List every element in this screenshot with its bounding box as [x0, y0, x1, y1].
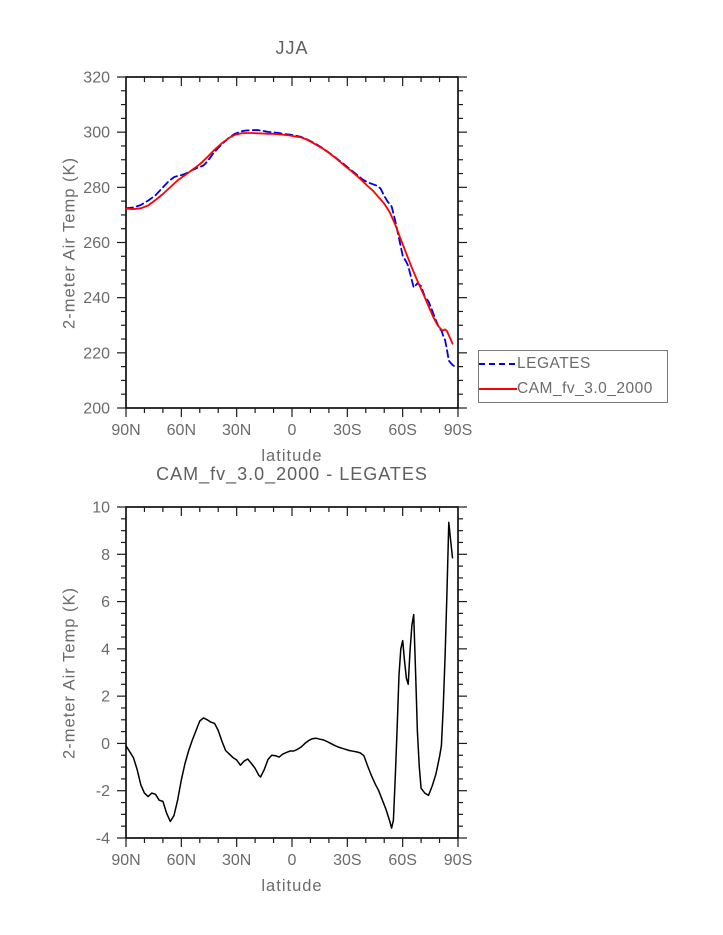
y-tick-label: -4 — [96, 831, 110, 848]
x-tick-label: 60N — [167, 422, 196, 439]
y-tick-label: 200 — [83, 401, 110, 418]
bottom-panel-x-axis-title: latitude — [261, 877, 323, 895]
x-tick-label: 60N — [167, 852, 196, 869]
x-tick-label: 60S — [388, 422, 416, 439]
y-tick-label: 4 — [101, 641, 110, 658]
x-tick-label: 30N — [222, 422, 251, 439]
y-tick-label: 8 — [101, 547, 110, 564]
y-tick-label: 240 — [83, 290, 110, 307]
y-tick-label: 300 — [83, 125, 110, 142]
x-tick-label: 0 — [288, 422, 297, 439]
bottom-panel-y-axis-title: 2-meter Air Temp (K) — [60, 587, 79, 759]
y-tick-label: 280 — [83, 180, 110, 197]
x-tick-label: 90N — [111, 422, 140, 439]
series-line-cam-fv-3-0-2000 — [125, 132, 454, 345]
cam-line-sample — [479, 388, 517, 390]
series-line-cam-fv-3-0-2000-legates — [125, 521, 454, 829]
y-tick-label: 10 — [92, 500, 110, 517]
top-panel-title: JJA — [275, 38, 309, 58]
y-tick-label: 320 — [83, 70, 110, 87]
x-tick-label: 0 — [288, 852, 297, 869]
x-tick-label: 90S — [444, 852, 472, 869]
x-tick-label: 90S — [444, 422, 472, 439]
legend-item-legates: LEGATES — [479, 352, 667, 377]
legend-item-cam: CAM_fv_3.0_2000 — [479, 377, 667, 402]
top-panel-y-axis-title: 2-meter Air Temp (K) — [60, 157, 79, 329]
x-tick-label: 30S — [333, 422, 361, 439]
x-tick-label: 90N — [111, 852, 140, 869]
y-tick-label: -2 — [96, 783, 110, 800]
legend-label-legates: LEGATES — [517, 355, 591, 372]
y-tick-label: 0 — [101, 736, 110, 753]
plot-box — [125, 76, 459, 409]
x-tick-label: 30N — [222, 852, 251, 869]
y-tick-label: 260 — [83, 235, 110, 252]
y-tick-label: 2 — [101, 689, 110, 706]
x-tick-label: 60S — [388, 852, 416, 869]
legend-label-cam: CAM_fv_3.0_2000 — [517, 380, 653, 397]
y-tick-label: 6 — [101, 594, 110, 611]
bottom-panel-title: CAM_fv_3.0_2000 - LEGATES — [156, 464, 428, 484]
top-panel-x-axis-title: latitude — [261, 447, 323, 465]
y-tick-label: 220 — [83, 345, 110, 362]
legates-line-sample — [479, 363, 517, 365]
legend: LEGATES CAM_fv_3.0_2000 — [478, 350, 668, 403]
x-tick-label: 30S — [333, 852, 361, 869]
